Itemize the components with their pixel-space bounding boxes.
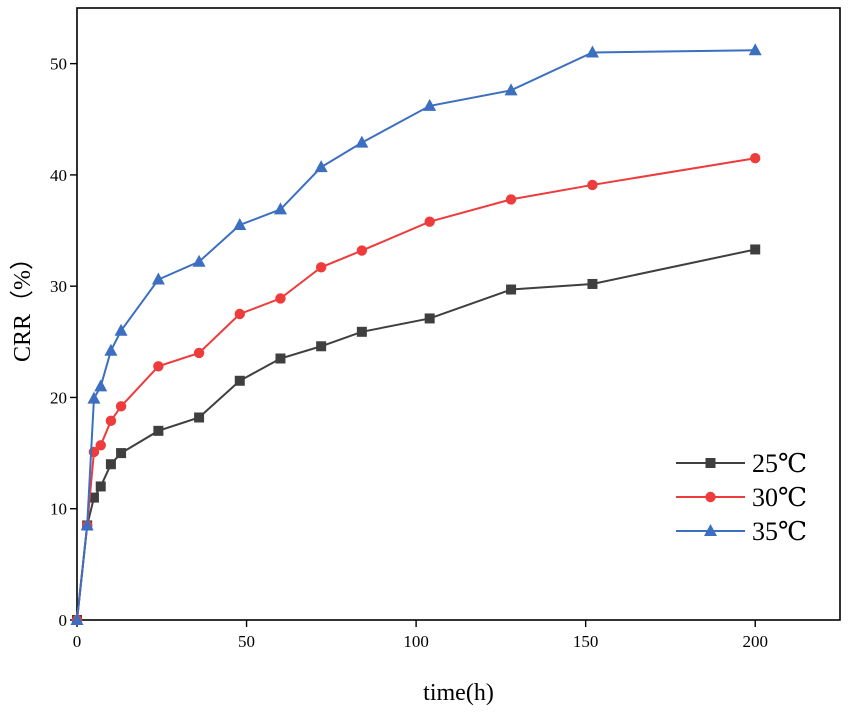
series-square <box>72 244 761 625</box>
data-point <box>88 492 99 503</box>
data-point <box>587 278 598 289</box>
y-tick-label: 0 <box>59 611 68 630</box>
data-point <box>504 83 518 96</box>
y-tick-label: 30 <box>50 277 67 296</box>
data-point <box>87 391 101 404</box>
x-tick-label: 50 <box>238 632 255 651</box>
y-tick-label: 20 <box>50 388 67 407</box>
y-tick-label: 50 <box>50 55 67 74</box>
y-axis-title: CRR（%） <box>10 246 36 362</box>
x-axis-title: time(h) <box>423 680 494 706</box>
data-point <box>273 202 287 215</box>
data-point <box>192 254 206 267</box>
data-point <box>193 347 205 359</box>
data-point <box>153 425 164 436</box>
data-point <box>355 135 369 148</box>
data-point <box>115 401 127 412</box>
data-point <box>70 613 84 625</box>
y-tick-label: 10 <box>50 500 67 519</box>
data-point <box>95 440 106 451</box>
series-triangle <box>70 43 762 625</box>
series-layer <box>70 43 762 626</box>
plot-frame <box>76 7 841 621</box>
legend-marker <box>704 524 717 536</box>
legend-label: 35℃ <box>752 517 807 546</box>
data-point <box>750 153 761 164</box>
legend-item: 30℃ <box>676 483 807 512</box>
data-point <box>750 244 761 255</box>
data-point <box>116 448 127 459</box>
data-point <box>356 245 368 256</box>
data-point <box>424 216 435 227</box>
data-point <box>153 361 164 372</box>
legend-marker <box>705 491 716 503</box>
data-point <box>80 518 94 531</box>
legend-label: 25℃ <box>752 449 807 478</box>
x-tick-label: 200 <box>742 632 768 651</box>
data-point <box>151 272 165 285</box>
plot-border <box>76 7 841 621</box>
data-point <box>587 179 598 191</box>
legend-item: 25℃ <box>676 449 807 478</box>
data-point <box>423 98 437 111</box>
y-axis: 0 10 20 30 40 50 <box>50 55 77 630</box>
data-point <box>275 353 286 364</box>
data-point <box>105 459 116 470</box>
data-point <box>194 412 205 423</box>
legend: 25℃ 30℃ 35℃ <box>676 449 807 546</box>
data-point <box>233 217 247 230</box>
series-line <box>76 49 756 621</box>
data-point <box>356 326 367 337</box>
data-point <box>234 308 245 320</box>
series-line <box>76 248 756 621</box>
data-point <box>104 343 118 356</box>
data-point <box>314 160 328 173</box>
data-point <box>316 341 327 352</box>
data-point <box>234 375 245 386</box>
legend-item: 35℃ <box>676 517 807 546</box>
data-point <box>505 194 517 205</box>
data-point <box>424 313 435 324</box>
data-point <box>506 284 517 295</box>
legend-marker <box>705 458 716 468</box>
x-axis: 0 50 100 150 200 <box>73 620 768 651</box>
series-circle <box>71 153 761 626</box>
data-point <box>105 415 117 427</box>
x-tick-label: 100 <box>403 632 429 651</box>
data-point <box>95 481 106 492</box>
x-tick-label: 0 <box>73 632 82 651</box>
data-point <box>585 45 599 58</box>
data-point <box>748 43 762 56</box>
y-tick-label: 40 <box>50 166 67 185</box>
series-line <box>76 157 756 621</box>
data-point <box>275 293 286 304</box>
x-tick-label: 150 <box>573 632 599 651</box>
data-point <box>94 379 108 392</box>
legend-label: 30℃ <box>752 483 807 512</box>
data-point <box>315 262 327 273</box>
data-point <box>114 323 128 336</box>
